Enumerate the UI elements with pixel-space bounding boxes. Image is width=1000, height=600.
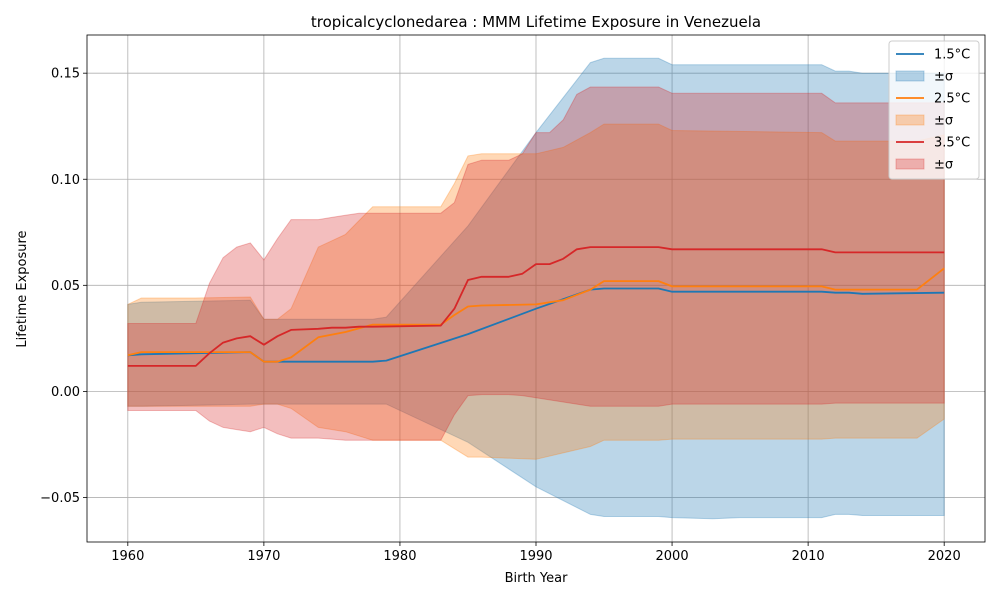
legend: 1.5°C ±σ 2.5°C ±σ 3.5°C ±σ: [888, 40, 980, 180]
lines: [127, 246, 945, 367]
legend-label: 3.5°C: [934, 136, 970, 151]
legend-label: 1.5°C: [934, 48, 970, 63]
y-axis-label: Lifetime Exposure: [15, 230, 30, 347]
y-ticks: −0.05 0.00 0.05 0.10 0.15: [40, 67, 87, 506]
x-tick-label: 2020: [928, 549, 961, 564]
band-1: [127, 57, 945, 520]
legend-box: [888, 40, 980, 180]
series-line-3: [127, 246, 945, 367]
grid: [87, 35, 985, 542]
x-tick-label: 1990: [519, 549, 552, 564]
legend-band-label: ±σ: [934, 114, 953, 129]
x-tick-label: 1960: [111, 549, 144, 564]
legend-band-swatch: [895, 158, 925, 170]
legend-band-swatch: [895, 114, 925, 126]
band-2: [127, 123, 945, 460]
y-tick-label: 0.00: [51, 385, 80, 400]
x-axis-label: Birth Year: [505, 571, 569, 586]
x-ticks: 1960 1970 1980 1990 2000 2010 2020: [111, 542, 961, 564]
legend-band-label: ±σ: [934, 158, 953, 173]
x-tick-label: 2010: [792, 549, 825, 564]
legend-band-swatch: [895, 70, 925, 82]
y-tick-label: −0.05: [40, 491, 80, 506]
legend-band-label: ±σ: [934, 70, 953, 85]
x-tick-label: 1980: [383, 549, 416, 564]
legend-label: 2.5°C: [934, 92, 970, 107]
x-tick-label: 2000: [656, 549, 689, 564]
y-tick-label: 0.15: [51, 67, 80, 82]
y-tick-label: 0.05: [51, 279, 80, 294]
y-tick-label: 0.10: [51, 173, 80, 188]
series-line-2: [127, 267, 945, 363]
chart-title: tropicalcyclonedarea : MMM Lifetime Expo…: [311, 13, 761, 31]
x-tick-label: 1970: [247, 549, 280, 564]
